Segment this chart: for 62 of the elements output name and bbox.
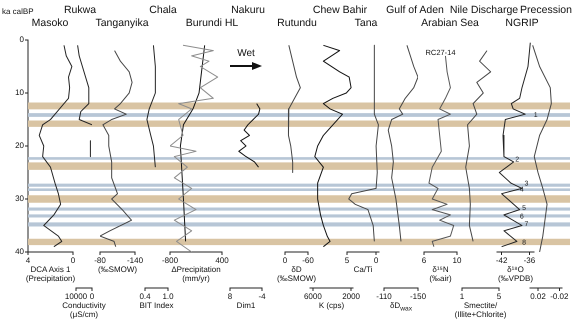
chart-title: Chala	[149, 4, 177, 16]
x-tick-label: 0	[70, 256, 76, 266]
chart-title: Nile Discharge	[450, 4, 518, 16]
x-tick-label: 2000	[342, 292, 361, 302]
x-tick-label: 10	[452, 256, 462, 266]
x-tick-label: -110	[376, 292, 392, 302]
chart-title: Tanganyika	[95, 17, 149, 29]
y-tick-label: 30	[15, 194, 25, 204]
x-axis-title: (‰SMOW)	[98, 265, 138, 274]
y-tick-label: 0	[20, 35, 25, 44]
x-tick-label: 1.0	[162, 292, 174, 302]
x-tick-label: 0.4	[139, 292, 152, 302]
chart-title: Arabian Sea	[421, 17, 479, 29]
y-tick-label: 10	[15, 88, 25, 98]
x-tick-label: 8	[228, 292, 233, 302]
chart-title: Nakuru	[231, 4, 265, 16]
x-tick-label: 400	[215, 256, 230, 266]
x-tick-label: 0	[374, 256, 379, 266]
x-axis-title: δD (‰SMOW)	[276, 265, 316, 283]
x-axis-title: Conductivity (μS/cm)	[62, 301, 106, 319]
x-tick-label: 0	[282, 256, 288, 266]
x-axis-title: δ¹⁵N (‰air)	[429, 265, 452, 283]
x-axis-title: Ca/Ti	[354, 265, 372, 274]
chart-title: Precession	[520, 4, 572, 16]
x-tick-label: -0.02	[550, 292, 569, 302]
chart-title: Masoko	[32, 17, 68, 29]
x-tick-label: 5	[496, 292, 502, 302]
annotation: Wet	[237, 48, 255, 59]
x-tick-label: 1	[460, 292, 465, 302]
chart-title: Rutundu	[277, 17, 317, 29]
y-tick-label: 20	[15, 141, 25, 150]
x-tick-label: -800	[162, 256, 179, 266]
chart-title: Chew Bahir	[312, 4, 368, 16]
chart-title: Burundi HL	[186, 17, 238, 29]
x-tick-label: -150	[410, 292, 427, 302]
chart-title: Gulf of Aden	[386, 4, 444, 16]
x-axis-title: Smectite/ (Illite+Chlorite)	[454, 301, 506, 319]
x-tick-label: 6	[422, 256, 427, 266]
x-axis-title: ΔPrecipitation (mm/yr)	[171, 265, 221, 283]
x-tick-label: -80	[94, 256, 106, 266]
chart-title: NGRIP	[505, 17, 539, 29]
x-tick-label: -140	[126, 256, 144, 266]
chart-title: Tana	[354, 17, 378, 29]
x-tick-label: 6000	[304, 292, 322, 302]
x-tick-label: 4	[26, 256, 31, 266]
x-tick-label: 10000	[64, 292, 88, 302]
x-axis-title: δD$_{wax}$	[390, 301, 412, 314]
x-tick-label: -42	[496, 256, 508, 266]
chart-title: Rukwa	[64, 4, 96, 16]
y-axis-title: ka calBP	[2, 7, 34, 16]
x-tick-label: 0	[90, 292, 95, 302]
x-axis-title: K (cps)	[318, 301, 344, 310]
x-axis-title: BIT Index	[139, 301, 174, 310]
y-tick-label: 40	[15, 247, 25, 256]
x-tick-label: 5	[344, 256, 350, 266]
x-tick-label: -4	[258, 292, 266, 302]
x-axis-title: DCA Axis 1 (Precipitation)	[26, 265, 76, 283]
x-tick-label: -36	[524, 256, 536, 266]
x-axis-title: Dim1	[236, 301, 256, 310]
x-tick-label: -60	[302, 256, 314, 266]
x-axis-title: δ¹⁸O (‰VPDB)	[498, 265, 534, 283]
x-tick-label: 0.02	[530, 292, 546, 302]
